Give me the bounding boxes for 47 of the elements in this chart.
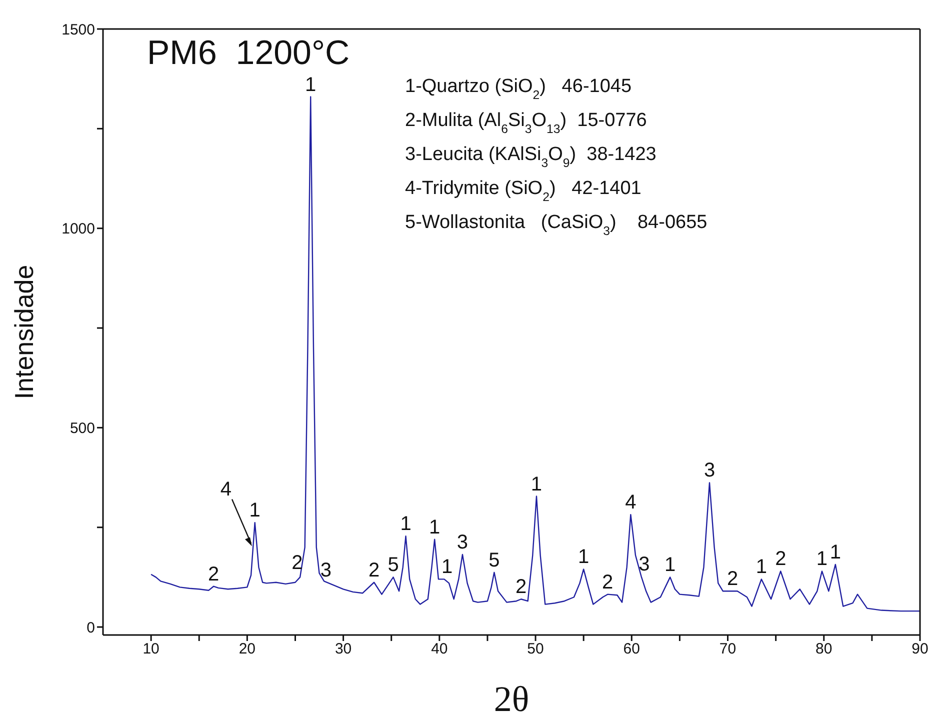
annotation: 3 <box>704 460 716 482</box>
annotation: 4-Tridymite (SiO$_{2}$) 42-1401 <box>405 178 642 204</box>
x-tick-label: 20 <box>238 640 256 658</box>
y-tick-label: 1000 <box>62 220 95 238</box>
x-tick-label: 10 <box>142 640 160 658</box>
annotation: 1 <box>305 74 316 96</box>
annotation: 1 <box>816 548 828 570</box>
annotation: 3 <box>320 559 332 582</box>
annotation: 2 <box>727 568 738 590</box>
annotation: 5 <box>488 549 500 572</box>
annotation: 4 <box>625 492 636 514</box>
annotation: 5 <box>388 554 399 576</box>
annotation: 1 <box>400 513 412 536</box>
annotation: 1-Quartzo (SiO$_{2}$) 46-1045 <box>405 76 632 102</box>
x-tick-label: 70 <box>719 640 736 658</box>
annotation: 4 <box>220 478 232 500</box>
annotation: 1 <box>578 546 590 568</box>
annotation: 1 <box>830 541 841 564</box>
annotation: 1 <box>664 554 676 576</box>
annotation: 2 <box>208 563 220 586</box>
annotation: 1 <box>756 556 767 578</box>
annotation: 3 <box>638 553 650 576</box>
annotation: 1 <box>249 500 260 522</box>
annotation: 2 <box>602 571 614 594</box>
x-tick-label: 50 <box>527 640 544 658</box>
chart-title: PM6 1200°C <box>147 34 350 72</box>
annotation: 2-Mulita (Al$_{6}$Si$_{3}$O$_{13}$) 15-0776 <box>405 110 647 136</box>
annotation: 2 <box>516 576 527 598</box>
x-tick-label: 80 <box>816 640 832 658</box>
y-tick-label: 1500 <box>62 21 95 38</box>
annotation: 1 <box>530 473 542 496</box>
x-tick-label: 90 <box>912 640 928 658</box>
x-axis-title: 2θ <box>494 679 530 713</box>
annotation: 1 <box>429 516 440 538</box>
annotation: 3 <box>456 531 468 554</box>
y-tick-label: 0 <box>86 619 95 636</box>
annotation: 5-Wollastonita (CaSiO$_{3}$) 84-0655 <box>405 212 708 238</box>
y-tick-label: 500 <box>70 420 95 438</box>
annotation: 2 <box>368 559 380 582</box>
annotation: 3-Leucita (KAlSi$_{3}$O$_{9}$) 38-1423 <box>405 144 656 170</box>
annotation: 2 <box>775 548 786 570</box>
y-axis-title: Intensidade <box>9 264 40 400</box>
x-tick-label: 30 <box>334 640 352 658</box>
annotation: 1 <box>442 556 453 578</box>
x-tick-label: 60 <box>623 640 640 658</box>
x-tick-label: 40 <box>431 640 448 658</box>
annotation: 2 <box>292 552 303 574</box>
